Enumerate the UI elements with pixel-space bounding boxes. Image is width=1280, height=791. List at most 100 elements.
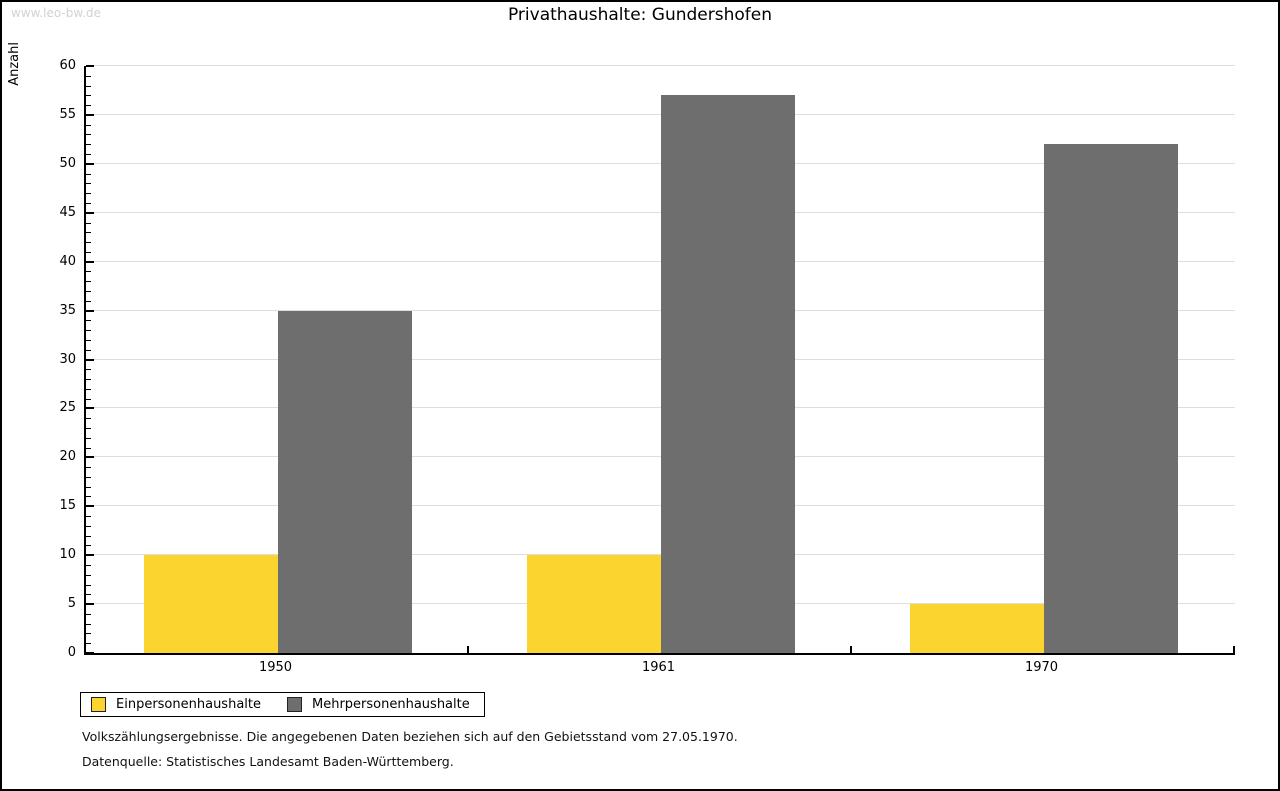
y-major-tick [86,211,94,214]
y-major-tick [86,65,94,67]
y-minor-tick [86,398,91,400]
y-minor-tick [86,300,91,302]
y-minor-tick [86,85,91,87]
y-tick-label: 45 [59,204,76,220]
x-tick-label: 1970 [1024,660,1059,675]
legend-item: Einpersonenhaushalte [91,697,261,712]
y-minor-tick [86,202,91,204]
y-major-tick [86,554,94,557]
y-minor-tick [86,594,91,596]
watermark: www.leo-bw.de [11,6,101,20]
legend-swatch-einpersonenhaushalte [91,697,106,712]
y-minor-tick [86,75,91,77]
y-gridline [86,162,1235,164]
y-minor-tick [86,516,91,518]
y-minor-tick [86,251,91,253]
y-major-tick [86,162,94,165]
y-minor-tick [86,613,91,615]
y-tick-label: 15 [59,498,76,514]
y-tick-label: 0 [67,645,76,660]
y-gridline [86,505,1235,507]
bar-mehrpersonenhaushalte-1970 [1044,144,1178,653]
y-major-tick [86,358,94,361]
y-minor-tick [86,496,91,498]
y-tick-label: 60 [59,58,76,73]
y-minor-tick [86,525,91,527]
y-minor-tick [86,545,91,547]
y-tick-label: 10 [59,547,76,563]
y-minor-tick [86,388,91,390]
y-minor-tick [86,633,91,635]
y-minor-tick [86,349,91,351]
bar-einpersonenhaushalte-1970 [910,604,1044,653]
legend: Einpersonenhaushalte Mehrpersonenhaushalt… [80,692,485,717]
plot-area [84,65,1235,655]
y-tick-label: 5 [67,596,76,612]
y-minor-tick [86,291,91,293]
y-major-tick [86,260,94,263]
y-minor-tick [86,105,91,107]
y-minor-tick [86,134,91,136]
y-minor-tick [86,623,91,625]
y-major-tick [86,407,94,410]
y-gridline [86,358,1235,360]
y-major-tick [86,505,94,508]
y-tick-label: 55 [59,106,76,122]
y-minor-tick [86,232,91,234]
y-minor-tick [86,193,91,195]
x-boundary-tick [467,646,469,653]
y-major-tick [86,309,94,312]
y-minor-tick [86,339,91,341]
y-gridline [86,407,1235,409]
y-minor-tick [86,447,91,449]
y-minor-tick [86,564,91,566]
y-gridline [86,65,1235,66]
y-minor-tick [86,369,91,371]
y-minor-tick [86,330,91,332]
y-major-tick [86,603,94,606]
y-minor-tick [86,271,91,273]
chart-title: Privathaushalte: Gundershofen [507,5,772,25]
y-minor-tick [86,427,91,429]
y-tick-label: 50 [59,155,76,171]
y-axis-label: Anzahl [7,42,22,86]
y-tick-label: 40 [59,253,76,269]
y-minor-tick [86,643,91,645]
legend-swatch-mehrpersonenhaushalte [287,697,302,712]
y-minor-tick [86,242,91,244]
legend-item: Mehrpersonenhaushalte [287,697,470,712]
y-minor-tick [86,574,91,576]
y-minor-tick [86,486,91,488]
x-boundary-tick [850,646,852,653]
y-major-tick [86,456,94,459]
y-minor-tick [86,320,91,322]
x-tick-label: 1961 [641,660,676,675]
y-tick-label: 30 [59,351,76,367]
legend-label: Mehrpersonenhaushalte [312,697,470,712]
legend-label: Einpersonenhaushalte [116,697,261,712]
y-minor-tick [86,95,91,97]
y-minor-tick [86,584,91,586]
y-minor-tick [86,379,91,381]
y-gridline [86,456,1235,458]
footnote-line2: Datenquelle: Statistisches Landesamt Bad… [82,754,454,769]
y-major-tick [86,113,94,116]
y-tick-label: 20 [59,449,76,465]
y-minor-tick [86,418,91,420]
y-minor-tick [86,124,91,126]
y-minor-tick [86,222,91,224]
y-minor-tick [86,437,91,439]
y-gridline [86,260,1235,262]
y-gridline [86,211,1235,213]
y-minor-tick [86,476,91,478]
x-tick-label: 1950 [258,660,293,675]
bar-mehrpersonenhaushalte-1961 [661,95,795,653]
y-gridline [86,309,1235,311]
bar-mehrpersonenhaushalte-1950 [278,311,412,653]
x-boundary-tick [1233,646,1235,653]
y-minor-tick [86,144,91,146]
y-major-tick [86,652,94,654]
y-gridline [86,113,1235,115]
y-minor-tick [86,183,91,185]
